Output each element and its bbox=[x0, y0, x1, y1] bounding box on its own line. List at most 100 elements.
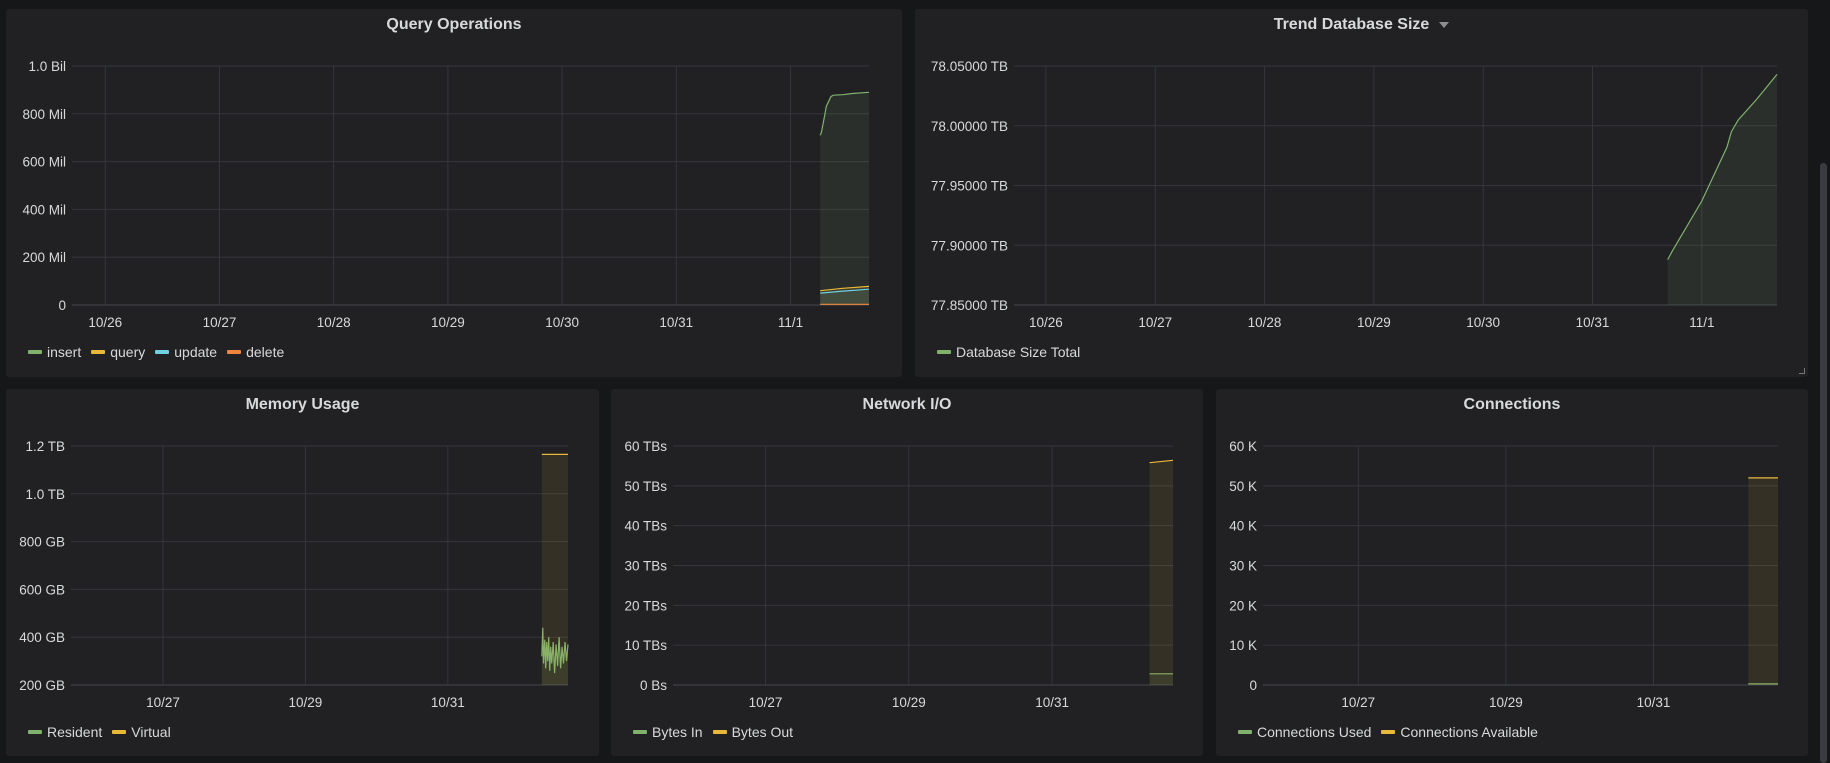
legend-item[interactable]: insert bbox=[28, 344, 81, 360]
y-tick-label: 0 bbox=[1249, 678, 1257, 693]
y-tick-label: 78.00000 TB bbox=[931, 119, 1008, 134]
x-tick-label: 10/29 bbox=[1489, 695, 1523, 710]
legend-swatch bbox=[155, 350, 170, 354]
series-area-bytes-out bbox=[1149, 460, 1173, 685]
y-tick-label: 600 GB bbox=[19, 582, 65, 597]
chart[interactable]: 0 200 Mil 400 Mil 600 Mil 800 Mil 1.0 Bil 10/2… bbox=[6, 9, 902, 377]
y-tick-label: 20 K bbox=[1229, 598, 1257, 613]
x-tick-label: 10/31 bbox=[1637, 695, 1671, 710]
x-tick-label: 10/26 bbox=[1029, 315, 1063, 330]
y-tick-label: 200 Mil bbox=[22, 250, 66, 265]
panel-title-text[interactable]: Memory Usage bbox=[245, 396, 360, 413]
chart[interactable]: 77.85000 TB 77.90000 TB 77.95000 TB 78.0000… bbox=[915, 9, 1808, 377]
legend-label[interactable]: query bbox=[110, 344, 146, 360]
legend-item[interactable]: update bbox=[155, 344, 217, 360]
y-tick-label: 40 TBs bbox=[624, 519, 667, 534]
y-tick-label: 77.95000 TB bbox=[931, 179, 1008, 194]
panel-title[interactable]: Connections bbox=[1216, 396, 1808, 414]
y-tick-label: 800 Mil bbox=[22, 107, 66, 122]
y-tick-label: 40 K bbox=[1229, 519, 1257, 534]
legend-label[interactable]: update bbox=[174, 344, 218, 360]
x-tick-label: 11/1 bbox=[1689, 315, 1714, 330]
y-tick-label: 30 K bbox=[1229, 559, 1257, 574]
legend: Connections Used Connections Available bbox=[1238, 724, 1538, 740]
series-area-virtual bbox=[541, 454, 568, 685]
chart[interactable]: 0 Bs 10 TBs 20 TBs 30 TBs 40 TBs 50 TBs 60 TBs… bbox=[611, 389, 1203, 756]
y-tick-label: 20 TBs bbox=[624, 598, 667, 613]
x-tick-label: 10/28 bbox=[317, 315, 351, 330]
panel-title-text[interactable]: Connections bbox=[1463, 396, 1561, 413]
legend-label[interactable]: Connections Available bbox=[1400, 724, 1538, 740]
legend-item[interactable]: Database Size Total bbox=[937, 344, 1080, 360]
x-tick-label: 10/27 bbox=[146, 695, 180, 710]
legend-item[interactable]: delete bbox=[227, 344, 284, 360]
legend-swatch bbox=[112, 730, 127, 734]
panel-title[interactable]: Network I/O bbox=[611, 396, 1203, 414]
y-tick-label: 1.2 TB bbox=[25, 439, 65, 454]
panel-title[interactable]: Trend Database Size bbox=[915, 16, 1808, 34]
series-line-query[interactable] bbox=[820, 285, 870, 292]
legend-swatch bbox=[91, 350, 106, 354]
panel-title[interactable]: Query Operations bbox=[6, 16, 902, 34]
legend-item[interactable]: Connections Used bbox=[1238, 724, 1371, 740]
x-tick-label: 10/29 bbox=[1357, 315, 1391, 330]
y-tick-label: 400 Mil bbox=[22, 202, 66, 217]
legend-label[interactable]: Resident bbox=[47, 724, 103, 740]
legend-swatch bbox=[937, 350, 951, 354]
legend-item[interactable]: Connections Available bbox=[1381, 724, 1538, 740]
x-tick-label: 10/31 bbox=[1576, 315, 1610, 330]
panel-title-text[interactable]: Network I/O bbox=[862, 396, 952, 413]
caret-down-icon[interactable] bbox=[1439, 21, 1450, 28]
legend: Bytes In Bytes Out bbox=[633, 724, 793, 740]
legend-label[interactable]: Bytes In bbox=[652, 724, 703, 740]
chart[interactable]: 200 GB 400 GB 600 GB 800 GB 1.0 TB 1.2 TB 10/2… bbox=[6, 389, 599, 756]
panel-network-io: Network I/O 0 Bs 10 TBs 20 TBs 30 TBs 40 TBs 5… bbox=[611, 389, 1203, 756]
dashboard-scrollbar[interactable] bbox=[1820, 163, 1827, 763]
panel-title-text[interactable]: Query Operations bbox=[386, 16, 522, 33]
y-tick-label: 10 TBs bbox=[624, 638, 667, 653]
panel-title-text[interactable]: Trend Database Size bbox=[1273, 16, 1430, 33]
y-tick-label: 60 K bbox=[1229, 439, 1257, 454]
y-tick-label: 200 GB bbox=[19, 678, 65, 693]
resize-handle-icon[interactable] bbox=[1799, 368, 1805, 374]
y-tick-label: 1.0 Bil bbox=[28, 59, 66, 74]
y-tick-label: 1.0 TB bbox=[25, 487, 65, 502]
y-tick-label: 800 GB bbox=[19, 535, 65, 550]
series-line-insert[interactable] bbox=[819, 91, 870, 136]
legend: Database Size Total bbox=[937, 344, 1080, 360]
panel-trend-database-size: Trend Database Size 77.85000 TB 77.90000 T… bbox=[915, 9, 1808, 377]
series-line-database-size-total[interactable] bbox=[1667, 74, 1778, 260]
series-area-bytes-in bbox=[1149, 673, 1173, 685]
y-tick-label: 78.05000 TB bbox=[931, 59, 1008, 74]
series-line-resident[interactable] bbox=[541, 627, 569, 674]
legend-label[interactable]: Connections Used bbox=[1257, 724, 1372, 740]
x-tick-label: 10/27 bbox=[749, 695, 783, 710]
chart[interactable]: 0 10 K 20 K 30 K 40 K 50 K 60 K 10/27 10/29 10/31 bbox=[1216, 389, 1808, 756]
x-tick-label: 10/27 bbox=[1138, 315, 1172, 330]
legend-swatch bbox=[1238, 730, 1252, 734]
legend-item[interactable]: Virtual bbox=[112, 724, 171, 740]
series-area-insert bbox=[820, 92, 869, 305]
series-line-update[interactable] bbox=[820, 288, 870, 294]
y-tick-label: 0 bbox=[58, 298, 66, 313]
panel-title[interactable]: Memory Usage bbox=[6, 396, 599, 414]
legend-label[interactable]: insert bbox=[47, 344, 82, 360]
legend-label[interactable]: Database Size Total bbox=[956, 344, 1081, 360]
legend-item[interactable]: Bytes In bbox=[633, 724, 703, 740]
legend-swatch bbox=[1381, 730, 1396, 734]
legend-label[interactable]: Bytes Out bbox=[731, 724, 794, 740]
legend-label[interactable]: delete bbox=[246, 344, 285, 360]
legend-item[interactable]: Bytes Out bbox=[712, 724, 794, 740]
x-tick-label: 10/29 bbox=[289, 695, 323, 710]
series-area-query bbox=[820, 286, 869, 305]
legend-label[interactable]: Virtual bbox=[131, 724, 171, 740]
panel-memory-usage: Memory Usage 200 GB 400 GB 600 GB 800 GB 1.0 … bbox=[6, 389, 599, 756]
legend-item[interactable]: Resident bbox=[28, 724, 102, 740]
series-area-resident bbox=[541, 627, 568, 685]
x-tick-label: 10/30 bbox=[545, 315, 579, 330]
legend-item[interactable]: query bbox=[91, 344, 145, 360]
y-tick-label: 60 TBs bbox=[624, 439, 667, 454]
y-tick-label: 600 Mil bbox=[22, 155, 66, 170]
series-line-bytes-out[interactable] bbox=[1149, 459, 1174, 464]
legend-swatch bbox=[28, 730, 42, 734]
